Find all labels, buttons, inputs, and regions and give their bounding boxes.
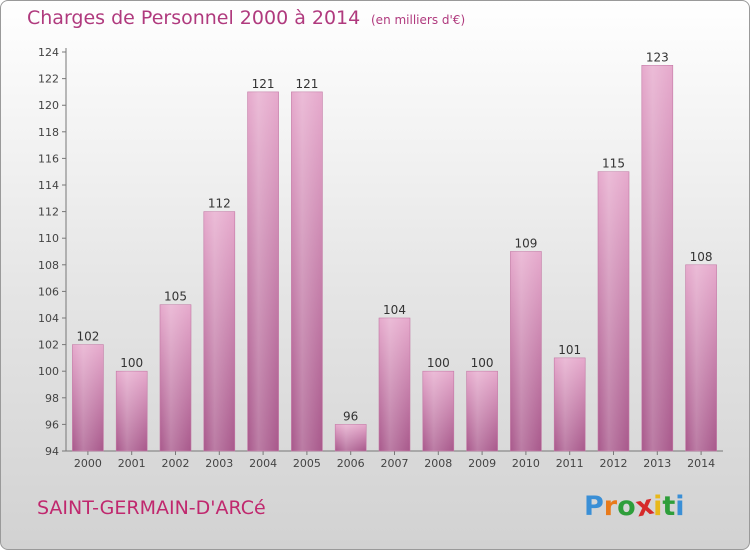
y-tick-label: 120 (38, 99, 59, 112)
bar-shine-2010 (510, 251, 542, 451)
y-tick-label: 102 (38, 339, 59, 352)
y-tick-label: 94 (45, 445, 59, 458)
x-tick-label: 2009 (468, 457, 496, 470)
logo-letter: o (617, 491, 636, 522)
bar-shine-2012 (598, 171, 629, 451)
bar-shine-2001 (116, 371, 148, 451)
y-tick-label: 100 (38, 365, 59, 378)
bar-shine-2013 (641, 65, 673, 452)
x-tick-label: 2014 (687, 457, 715, 470)
x-tick-label: 2000 (74, 457, 102, 470)
x-tick-label: 2008 (424, 457, 452, 470)
chart-subtitle: (en milliers d'€) (371, 13, 466, 27)
x-tick-label: 2003 (205, 457, 233, 470)
bar-shine-2005 (291, 91, 323, 452)
commune-name: SAINT-GERMAIN-D'ARCé (37, 497, 266, 519)
y-tick-label: 106 (38, 285, 59, 298)
logo-letter: P (584, 491, 604, 522)
y-tick-label: 114 (38, 179, 59, 192)
x-tick-label: 2007 (381, 457, 409, 470)
value-label: 123 (646, 50, 669, 64)
x-tick-label: 2002 (162, 457, 190, 470)
logo-letter: i (653, 491, 663, 522)
y-tick-label: 96 (45, 418, 59, 431)
x-tick-label: 2013 (643, 457, 671, 470)
bar-shine-2006 (335, 424, 367, 451)
bar-shine-2002 (160, 304, 191, 451)
value-label: 108 (690, 250, 713, 264)
value-label: 115 (602, 157, 625, 171)
proxiti-logo: Proxiti (584, 490, 685, 524)
value-label: 109 (514, 237, 537, 251)
value-label: 121 (252, 77, 275, 91)
y-tick-label: 110 (38, 232, 59, 245)
value-label: 112 (208, 197, 231, 211)
bar-shine-2008 (422, 371, 454, 451)
value-label: 100 (120, 356, 143, 370)
bar-shine-2014 (685, 264, 717, 451)
y-tick-label: 104 (38, 312, 59, 325)
x-tick-label: 2001 (118, 457, 146, 470)
x-tick-label: 2004 (249, 457, 277, 470)
value-label: 101 (558, 343, 581, 357)
y-tick-label: 124 (38, 46, 59, 59)
bar-shine-2011 (554, 357, 586, 451)
logo-letter: i (675, 491, 685, 522)
x-tick-label: 2006 (337, 457, 365, 470)
y-tick-label: 116 (38, 152, 59, 165)
value-label: 104 (383, 303, 406, 317)
y-tick-label: 108 (38, 259, 59, 272)
value-label: 121 (295, 77, 318, 91)
x-tick-label: 2010 (512, 457, 540, 470)
y-tick-label: 118 (38, 126, 59, 139)
value-label: 96 (343, 409, 358, 423)
y-tick-label: 122 (38, 73, 59, 86)
bar-shine-2004 (247, 91, 279, 452)
logo-letter: r (603, 491, 618, 522)
value-label: 105 (164, 290, 187, 304)
bar-shine-2003 (203, 211, 235, 451)
bar-shine-2007 (379, 318, 410, 451)
bar-shine-2000 (72, 344, 104, 451)
x-tick-label: 2011 (556, 457, 584, 470)
chart-title: Charges de Personnel 2000 à 2014 (27, 7, 361, 29)
value-label: 102 (76, 330, 99, 344)
value-label: 100 (471, 356, 494, 370)
x-tick-label: 2005 (293, 457, 321, 470)
y-tick-label: 112 (38, 206, 59, 219)
value-label: 100 (427, 356, 450, 370)
bar-shine-2009 (466, 371, 498, 451)
y-tick-label: 98 (45, 392, 59, 405)
logo-letter: t (662, 491, 676, 522)
x-tick-label: 2012 (600, 457, 628, 470)
